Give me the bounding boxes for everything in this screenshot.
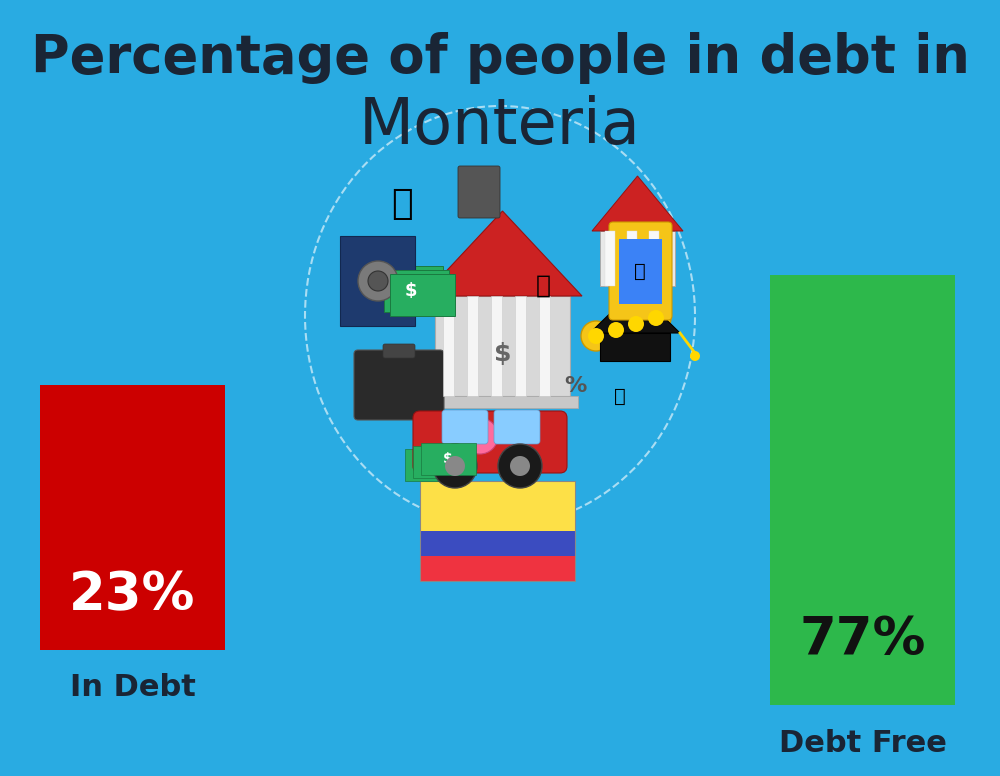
Bar: [649, 231, 659, 286]
Text: 23%: 23%: [69, 569, 196, 621]
FancyBboxPatch shape: [383, 344, 415, 358]
Text: $: $: [405, 282, 417, 300]
Text: 77%: 77%: [799, 614, 926, 666]
Bar: [619, 239, 662, 304]
Bar: [40, 385, 225, 650]
Bar: [420, 481, 575, 531]
Circle shape: [462, 418, 498, 454]
Bar: [340, 236, 415, 326]
Text: Debt Free: Debt Free: [779, 729, 946, 757]
Circle shape: [581, 321, 611, 351]
Circle shape: [588, 328, 604, 344]
Bar: [515, 296, 526, 396]
Text: Percentage of people in debt in: Percentage of people in debt in: [31, 32, 969, 84]
Text: $: $: [427, 458, 437, 472]
Bar: [491, 296, 502, 396]
Bar: [467, 296, 478, 396]
FancyBboxPatch shape: [405, 449, 460, 481]
FancyBboxPatch shape: [421, 443, 476, 475]
Circle shape: [601, 315, 631, 345]
Bar: [435, 296, 570, 396]
Text: $: $: [435, 455, 445, 469]
Text: In Debt: In Debt: [70, 674, 195, 702]
FancyBboxPatch shape: [494, 410, 540, 444]
Bar: [420, 531, 575, 556]
Bar: [427, 396, 578, 408]
Text: 🔑: 🔑: [536, 274, 550, 298]
Circle shape: [641, 303, 671, 333]
Circle shape: [608, 322, 624, 338]
FancyBboxPatch shape: [384, 270, 449, 312]
Circle shape: [358, 261, 398, 301]
Text: 🦅: 🦅: [391, 187, 413, 221]
Circle shape: [445, 456, 465, 476]
Circle shape: [628, 316, 644, 332]
Text: $: $: [494, 342, 511, 366]
Bar: [443, 296, 454, 396]
Circle shape: [368, 271, 388, 291]
FancyBboxPatch shape: [413, 411, 567, 473]
Bar: [600, 231, 675, 286]
Bar: [627, 231, 637, 286]
Text: 🔒: 🔒: [614, 386, 626, 406]
Circle shape: [690, 351, 700, 361]
Polygon shape: [592, 176, 683, 231]
Circle shape: [648, 310, 664, 326]
FancyBboxPatch shape: [390, 274, 455, 316]
Circle shape: [433, 444, 477, 488]
FancyBboxPatch shape: [458, 166, 500, 218]
Polygon shape: [590, 289, 680, 333]
Polygon shape: [423, 211, 582, 296]
Bar: [539, 296, 550, 396]
Text: %: %: [564, 376, 586, 396]
Bar: [600, 333, 670, 361]
FancyBboxPatch shape: [413, 446, 468, 478]
Circle shape: [621, 309, 651, 339]
FancyBboxPatch shape: [442, 410, 488, 444]
FancyBboxPatch shape: [354, 350, 444, 420]
Circle shape: [498, 444, 542, 488]
Text: Monteria: Monteria: [359, 95, 641, 157]
Bar: [420, 481, 575, 581]
FancyBboxPatch shape: [609, 222, 672, 320]
Bar: [605, 231, 615, 286]
FancyBboxPatch shape: [378, 266, 443, 308]
Text: 🏦: 🏦: [634, 262, 646, 280]
Bar: [770, 275, 955, 705]
Circle shape: [510, 456, 530, 476]
Text: $: $: [443, 452, 453, 466]
Bar: [420, 556, 575, 581]
